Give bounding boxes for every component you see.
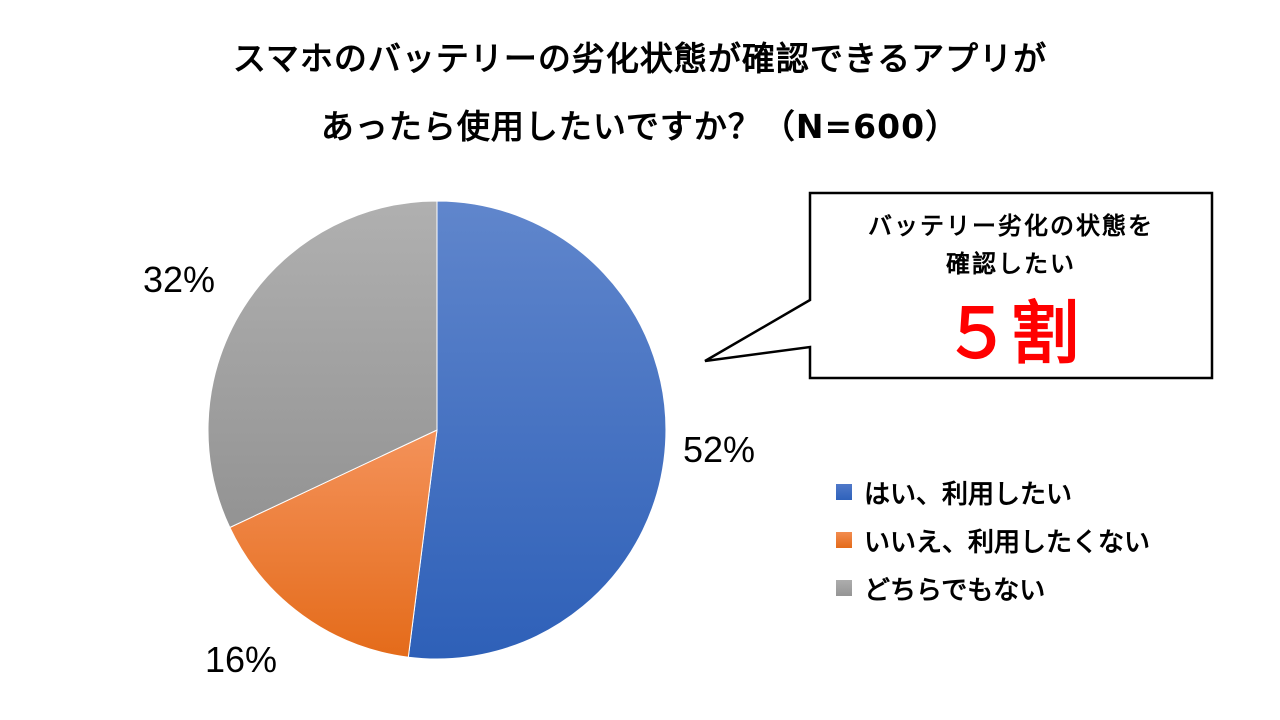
legend-item-no[interactable]: いいえ、利用したくない bbox=[836, 516, 1150, 564]
chart-legend: はい、利用したい いいえ、利用したくない どちらでもない bbox=[836, 468, 1150, 612]
data-label-yes: 52% bbox=[683, 429, 756, 470]
legend-swatch-gray-icon bbox=[836, 580, 852, 596]
legend-item-neither[interactable]: どちらでもない bbox=[836, 564, 1150, 612]
legend-label: いいえ、利用したくない bbox=[864, 527, 1151, 558]
legend-swatch-blue-icon bbox=[836, 484, 852, 500]
data-label-no: 16% bbox=[205, 639, 278, 680]
legend-label: どちらでもない bbox=[864, 575, 1046, 606]
data-label-neither: 32% bbox=[143, 259, 216, 300]
pie-slice-neither[interactable] bbox=[207, 200, 438, 529]
callout-bubble bbox=[704, 191, 1214, 380]
callout-text-line-1: バッテリー劣化の状態を bbox=[868, 212, 1154, 240]
legend-item-yes[interactable]: はい、利用したい bbox=[836, 468, 1150, 516]
pie-slice-yes[interactable] bbox=[407, 200, 667, 660]
chart-title-line-1: スマホのバッテリーの劣化状態が確認できるアプリが bbox=[232, 39, 1048, 78]
legend-swatch-orange-icon bbox=[836, 532, 852, 548]
legend-label: はい、利用したい bbox=[864, 479, 1073, 510]
callout-highlight: ５割 bbox=[942, 296, 1079, 372]
pie-slice-no[interactable] bbox=[229, 429, 438, 658]
callout-text-line-2: 確認したい bbox=[946, 250, 1076, 278]
chart-title-line-2: あったら使用したいですか？（N=600） bbox=[320, 107, 960, 146]
